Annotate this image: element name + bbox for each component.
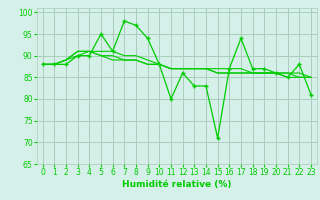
- X-axis label: Humidité relative (%): Humidité relative (%): [122, 180, 232, 189]
